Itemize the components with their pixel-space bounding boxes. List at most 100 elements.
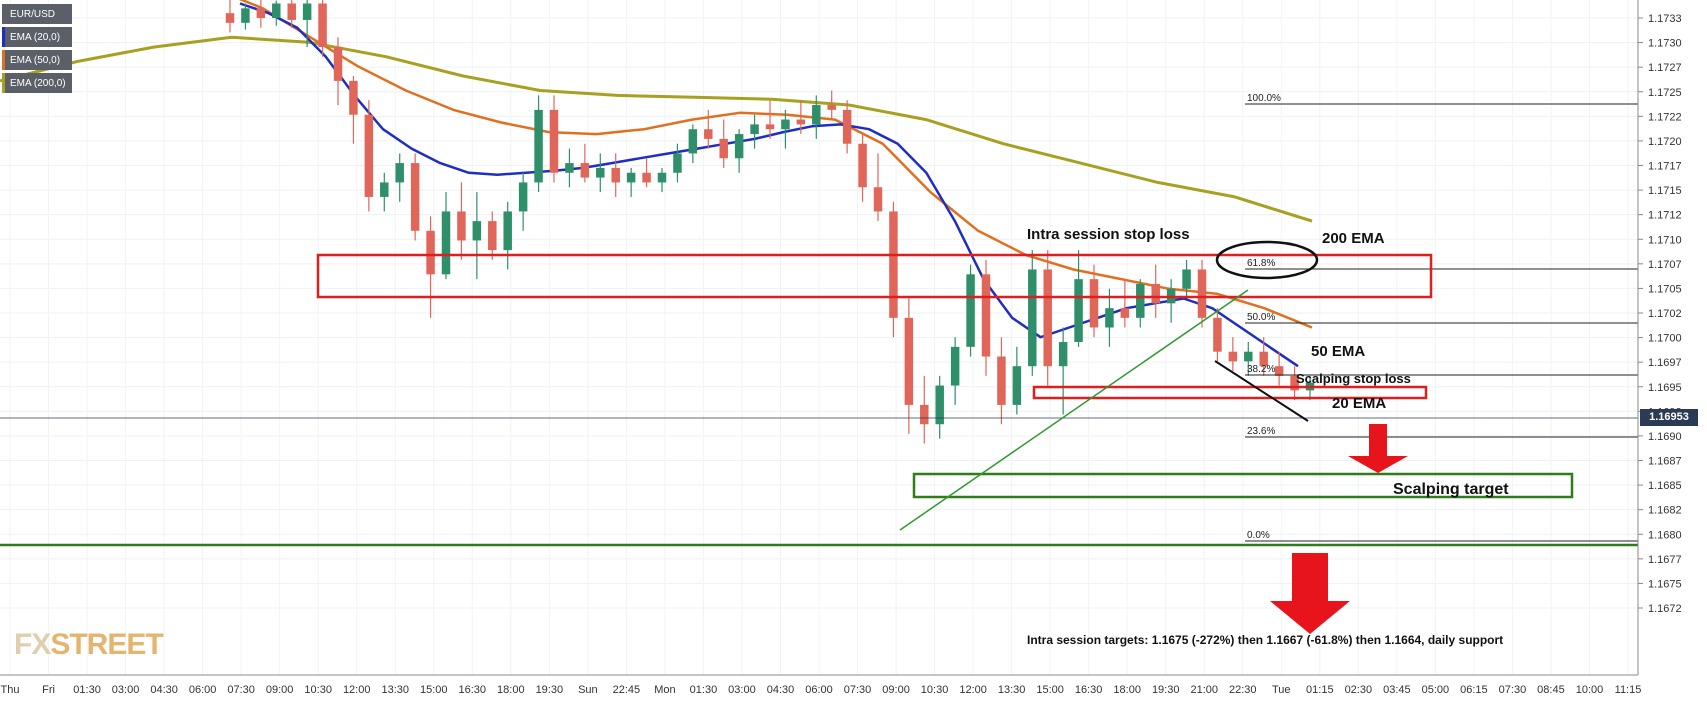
candle-body xyxy=(565,163,574,173)
candle-body xyxy=(765,124,775,130)
large-down-arrow xyxy=(1270,553,1350,634)
y-tick-label: 1.1702 xyxy=(1648,308,1682,320)
candle-body xyxy=(580,163,590,178)
candle-body xyxy=(981,274,991,357)
y-tick-label: 1.1675 xyxy=(1648,578,1682,590)
legend-swatch xyxy=(2,4,5,24)
x-tick-label: 01:15 xyxy=(1306,684,1334,696)
y-tick-label: 1.1725 xyxy=(1648,87,1682,99)
candle-body xyxy=(642,172,651,183)
small-down-arrow xyxy=(1348,424,1408,473)
candle-body xyxy=(488,221,497,251)
candle-body xyxy=(611,167,620,183)
candle-body xyxy=(626,172,636,183)
x-tick-label: Thu xyxy=(1,684,20,696)
intra-stop-label: Intra session stop loss xyxy=(1027,226,1190,243)
candle-body xyxy=(966,274,975,347)
x-tick-label: 10:30 xyxy=(304,684,332,696)
candle-body xyxy=(1259,351,1268,367)
candle-body xyxy=(241,8,250,23)
candle-body xyxy=(518,182,528,212)
legend-label: EMA (20,0) xyxy=(10,31,61,43)
ema-200-line xyxy=(0,35,1313,223)
x-tick-label: 09:00 xyxy=(882,684,910,696)
candle-body xyxy=(380,182,389,197)
legend: EUR/USD EMA (20,0) EMA (50,0) EMA (200,0) xyxy=(2,4,72,93)
x-tick-label: 19:30 xyxy=(536,684,564,696)
candle-body xyxy=(904,317,914,405)
candle-body xyxy=(657,172,667,183)
candle-body xyxy=(1290,375,1299,391)
candle-body xyxy=(410,163,420,231)
candle-body xyxy=(889,211,898,318)
x-tick-label: 16:30 xyxy=(459,684,487,696)
candle-body xyxy=(225,13,235,23)
y-tick-label: 1.1700 xyxy=(1648,333,1682,345)
x-tick-label: Fri xyxy=(42,684,55,696)
y-tick-label: 1.1682 xyxy=(1648,505,1682,517)
legend-item-0[interactable]: EUR/USD xyxy=(2,4,72,24)
logo-fx: FX xyxy=(14,628,51,661)
x-tick-label: 04:30 xyxy=(150,684,178,696)
candle-body xyxy=(441,211,451,275)
ema-series xyxy=(238,0,1313,329)
candle-body xyxy=(256,8,266,18)
x-tick-label: 03:00 xyxy=(728,684,756,696)
x-tick-label: 10:00 xyxy=(1576,684,1604,696)
candle-body xyxy=(935,385,944,425)
x-tick-label: 10:30 xyxy=(921,684,949,696)
trendline-down xyxy=(1214,360,1309,422)
axes: 1.1733 1.1730 1.1727 1.1725 1.1722 1.1720 1.17… xyxy=(0,0,1682,696)
x-tick-label: 01:30 xyxy=(690,684,718,696)
candle-body xyxy=(272,3,281,18)
legend-item-2[interactable]: EMA (50,0) xyxy=(2,50,72,70)
y-tick-label: 1.1697 xyxy=(1648,357,1682,369)
candle-body xyxy=(781,119,790,130)
candle-body xyxy=(472,221,482,241)
candle-body xyxy=(596,167,605,178)
fxstreet-logo: FXSTREET xyxy=(14,628,164,662)
x-tick-label: Mon xyxy=(654,684,675,696)
legend-label: EMA (50,0) xyxy=(10,54,61,66)
fib-label: 0.0% xyxy=(1247,530,1270,541)
candle-body xyxy=(1105,308,1114,328)
logo-street: STREET xyxy=(50,628,163,661)
y-tick-label: 1.1672 xyxy=(1648,603,1682,615)
ema20-label: 20 EMA xyxy=(1332,395,1386,412)
x-tick-label: 07:30 xyxy=(227,684,255,696)
candle-body xyxy=(688,129,698,154)
y-tick-label: 1.1707 xyxy=(1648,259,1682,271)
legend-swatch xyxy=(2,73,5,93)
ema-50-line xyxy=(238,0,1313,329)
scalping-target-zone xyxy=(912,472,1574,499)
candle-body xyxy=(426,230,435,275)
grid xyxy=(0,0,1638,675)
candle-body xyxy=(719,138,728,159)
candle-body xyxy=(457,211,466,241)
candle-body xyxy=(750,124,759,135)
candle-body xyxy=(842,109,852,144)
y-tick-label: 1.1715 xyxy=(1648,185,1682,197)
candle-body xyxy=(1228,351,1238,362)
legend-item-3[interactable]: EMA (200,0) xyxy=(2,73,72,93)
candle-body xyxy=(1058,342,1068,367)
ema-series xyxy=(0,35,1313,223)
legend-item-1[interactable]: EMA (20,0) xyxy=(2,27,72,47)
legend-swatch xyxy=(2,50,5,70)
candle-body xyxy=(395,163,404,183)
x-tick-label: 06:15 xyxy=(1460,684,1488,696)
scalping-stop-label: Scalping stop loss xyxy=(1296,371,1411,386)
x-tick-label: 07:30 xyxy=(1499,684,1527,696)
y-tick-label: 1.1722 xyxy=(1648,111,1682,123)
candles xyxy=(225,0,1315,444)
y-tick-label: 1.1687 xyxy=(1648,456,1682,468)
y-tick-label: 1.1730 xyxy=(1648,38,1682,50)
x-tick-label: 11:15 xyxy=(1615,684,1642,696)
fib-label: 100.0% xyxy=(1247,93,1281,104)
x-tick-label: 03:45 xyxy=(1383,684,1411,696)
x-tick-label: 01:30 xyxy=(73,684,101,696)
y-tick-label: 1.1680 xyxy=(1648,529,1682,541)
candle-body xyxy=(1244,351,1253,362)
candle-body xyxy=(997,356,1006,405)
